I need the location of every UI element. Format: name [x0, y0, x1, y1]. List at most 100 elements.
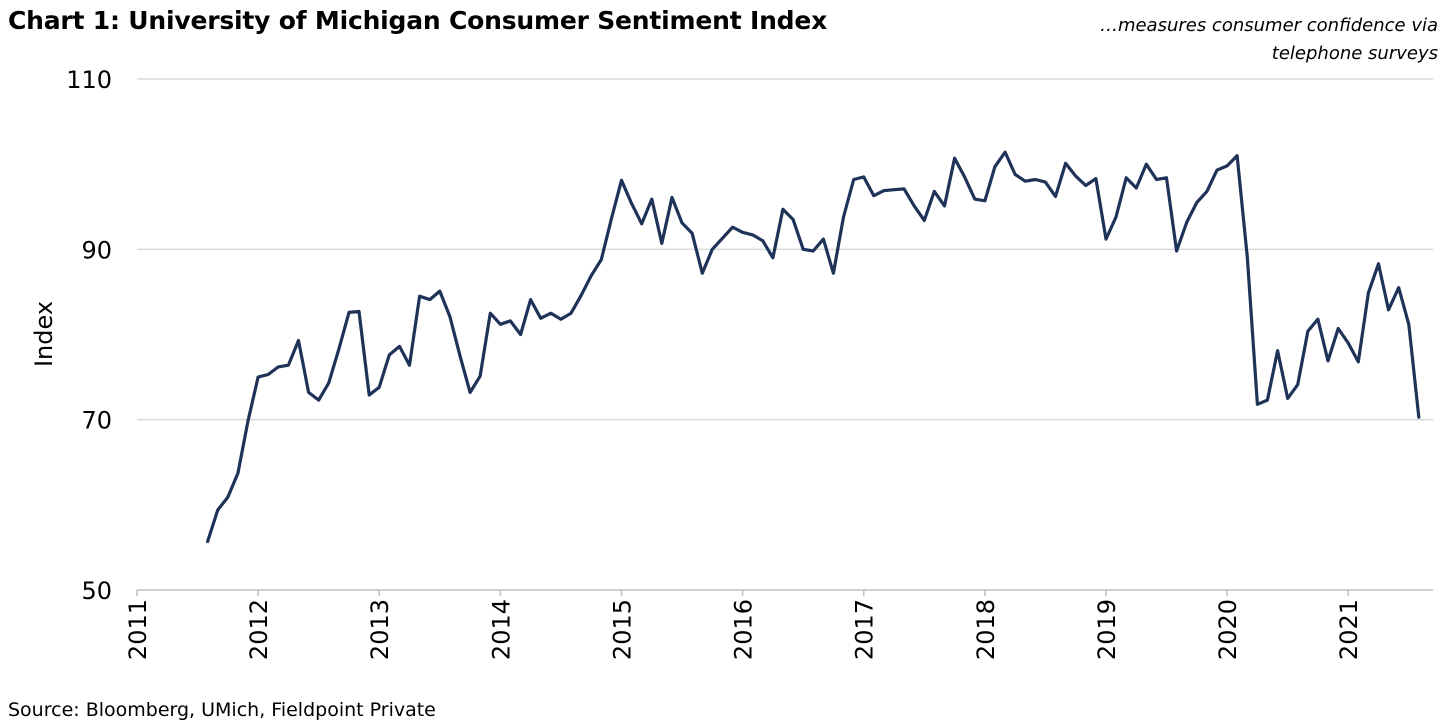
- data-point: [246, 419, 250, 422]
- data-point: [1337, 327, 1340, 330]
- data-point: [509, 319, 512, 323]
- data-point: [1094, 177, 1098, 180]
- data-point: [771, 256, 775, 259]
- data-point: [600, 258, 603, 261]
- data-point: [1145, 163, 1148, 166]
- data-point: [1387, 308, 1390, 311]
- data-point: [923, 219, 926, 222]
- data-point: [1347, 341, 1350, 345]
- data-point: [1266, 398, 1269, 402]
- data-point: [690, 232, 694, 235]
- data-point: [812, 249, 815, 253]
- data-point: [1165, 176, 1168, 179]
- data-point: [1044, 180, 1047, 184]
- data-point: [781, 208, 785, 211]
- data-point: [1407, 323, 1411, 326]
- data-point: [357, 310, 361, 313]
- data-point: [620, 179, 623, 182]
- data-point: [761, 239, 764, 242]
- series-layer: [206, 150, 1421, 544]
- data-point: [933, 190, 936, 193]
- data-point: [468, 391, 472, 394]
- data-point: [973, 197, 976, 201]
- x-tick-label-2021: 2021: [1335, 599, 1363, 660]
- data-point: [580, 294, 583, 297]
- chart-subtitle-line1: …measures consumer confidence via: [1099, 15, 1438, 36]
- data-point: [489, 312, 492, 315]
- data-point: [1286, 397, 1289, 400]
- data-point: [872, 194, 875, 197]
- data-point: [1397, 286, 1400, 289]
- data-point: [983, 199, 987, 202]
- data-point: [408, 364, 411, 367]
- data-point: [1205, 190, 1209, 193]
- data-point: [1084, 184, 1087, 187]
- x-tick-label-2011: 2011: [124, 599, 152, 660]
- data-point: [802, 248, 805, 251]
- data-point: [307, 391, 310, 394]
- data-point: [337, 347, 341, 351]
- data-point: [1256, 403, 1259, 406]
- y-tick-label-90: 90: [81, 236, 112, 264]
- data-point: [1114, 215, 1118, 219]
- data-point: [1054, 195, 1057, 198]
- x-tick-label-2018: 2018: [972, 599, 1000, 660]
- data-point: [882, 189, 886, 192]
- data-point: [902, 187, 906, 191]
- y-tick-label-110: 110: [66, 66, 112, 94]
- data-point: [610, 217, 613, 220]
- data-point: [448, 315, 452, 318]
- data-point: [267, 373, 270, 376]
- data-point: [913, 204, 916, 208]
- data-point: [822, 237, 825, 241]
- data-point: [892, 188, 896, 191]
- data-point: [963, 175, 966, 179]
- data-point: [539, 317, 542, 320]
- data-point: [1013, 173, 1017, 176]
- data-point: [1003, 151, 1007, 154]
- data-point: [1155, 178, 1158, 181]
- data-point: [458, 354, 462, 357]
- data-point: [1185, 220, 1189, 224]
- data-point: [640, 222, 643, 225]
- data-point: [368, 393, 371, 397]
- data-point: [1034, 178, 1037, 181]
- data-point: [711, 248, 714, 251]
- data-point: [1235, 154, 1239, 157]
- data-point: [1215, 168, 1219, 172]
- x-tick-label-2017: 2017: [851, 599, 879, 660]
- data-point: [398, 345, 401, 348]
- data-point: [378, 386, 381, 389]
- x-tick-label-2012: 2012: [245, 599, 273, 660]
- x-tick-label-2019: 2019: [1093, 599, 1121, 660]
- data-point: [791, 218, 795, 221]
- x-tick-label-2013: 2013: [366, 599, 394, 660]
- data-point: [852, 178, 855, 181]
- data-point: [751, 233, 754, 237]
- data-point: [1246, 255, 1249, 259]
- data-point: [953, 157, 956, 160]
- data-point: [256, 375, 260, 379]
- y-tick-label-70: 70: [81, 407, 112, 435]
- data-point: [206, 540, 209, 543]
- data-point: [1023, 180, 1027, 183]
- data-point: [721, 237, 724, 240]
- data-point: [226, 496, 229, 499]
- x-tick-label-2015: 2015: [608, 599, 636, 660]
- data-point: [529, 298, 532, 301]
- data-point: [1276, 349, 1279, 352]
- data-point: [1417, 415, 1421, 419]
- data-point: [680, 221, 684, 225]
- data-point: [569, 312, 573, 315]
- data-point: [277, 365, 280, 369]
- x-tick-label-2014: 2014: [487, 599, 515, 660]
- data-point: [832, 272, 835, 275]
- data-point: [670, 196, 674, 199]
- data-point: [216, 508, 219, 512]
- data-point: [1104, 237, 1108, 241]
- x-tick-label-2020: 2020: [1214, 599, 1242, 660]
- data-point: [287, 364, 290, 367]
- data-point: [1195, 201, 1199, 204]
- data-point: [1225, 164, 1229, 168]
- data-point: [862, 175, 865, 179]
